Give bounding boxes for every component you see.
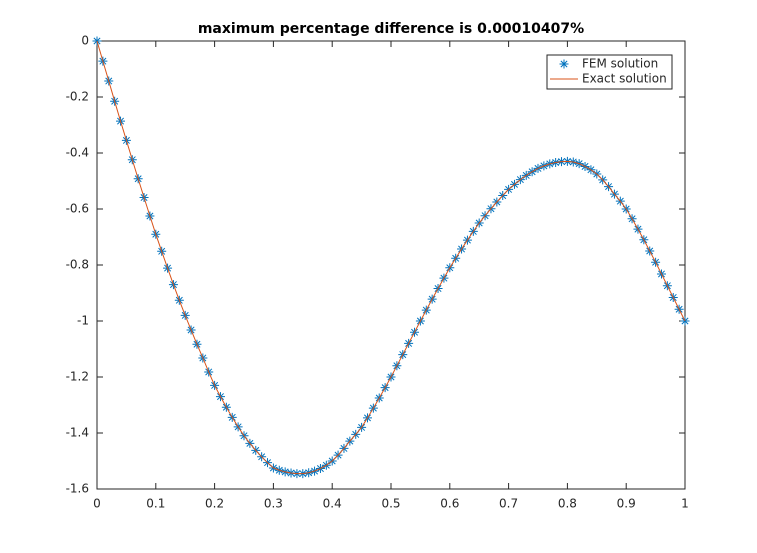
x-tick-label: 0.5 xyxy=(381,497,400,511)
y-tick-label: -0.4 xyxy=(66,146,89,160)
x-tick-label: 0.2 xyxy=(205,497,224,511)
y-tick-label: -1.6 xyxy=(66,482,89,496)
legend-label: Exact solution xyxy=(582,72,667,86)
x-tick-label: 1 xyxy=(681,497,689,511)
exact-line xyxy=(96,40,686,475)
y-tick-label: -1.4 xyxy=(66,426,89,440)
legend-label: FEM solution xyxy=(582,57,658,71)
legend-marker xyxy=(559,59,569,69)
y-tick-label: -0.2 xyxy=(66,90,89,104)
chart-title: maximum percentage difference is 0.00010… xyxy=(198,21,584,37)
x-tick-label: 0 xyxy=(93,497,101,511)
y-tick-label: -1 xyxy=(77,314,89,328)
x-tick-label: 0.6 xyxy=(440,497,459,511)
x-tick-label: 0.7 xyxy=(499,497,518,511)
y-tick-label: 0 xyxy=(81,34,89,48)
x-tick-label: 0.3 xyxy=(264,497,283,511)
x-tick-label: 0.1 xyxy=(146,497,165,511)
y-tick-label: -0.6 xyxy=(66,202,89,216)
x-tick-label: 0.4 xyxy=(323,497,342,511)
y-tick-label: -0.8 xyxy=(66,258,89,272)
y-tick-label: -1.2 xyxy=(66,370,89,384)
x-tick-label: 0.8 xyxy=(558,497,577,511)
legend-box xyxy=(546,54,673,90)
axes-box xyxy=(96,40,686,490)
x-tick-label: 0.9 xyxy=(617,497,636,511)
